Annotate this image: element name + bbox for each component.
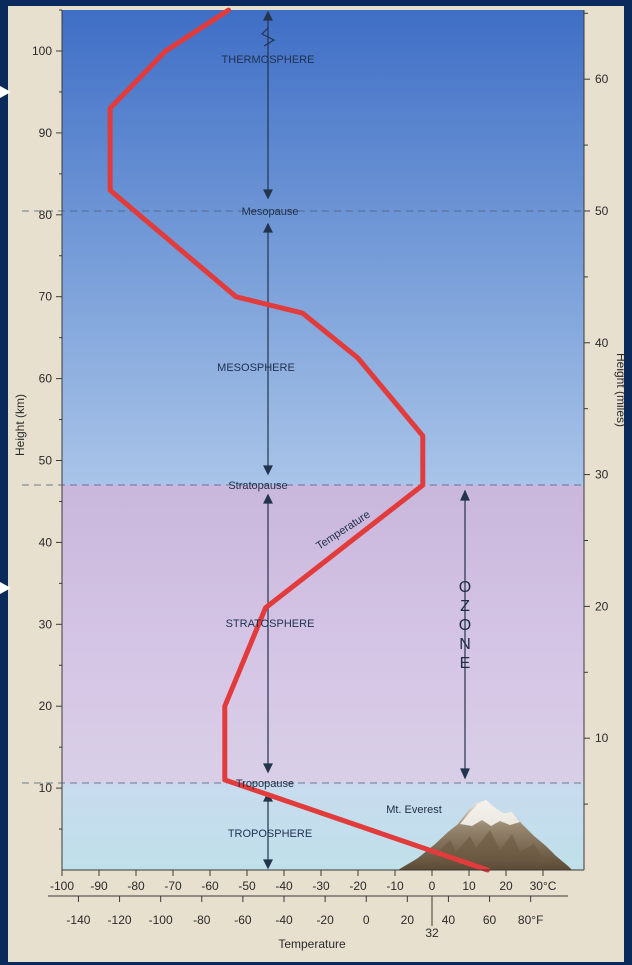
x-fahrenheit-tick-label: -80 xyxy=(193,913,211,927)
y-tick-label: 20 xyxy=(39,699,53,713)
pointer-arrow-icon xyxy=(0,86,11,98)
x-fahrenheit-tick-label: -100 xyxy=(149,913,173,927)
fahrenheit-ticks: -140 -120 -100 -80 -60 -40 -20 0 20 40 60 80°F xyxy=(66,896,543,927)
y-tick-label: 70 xyxy=(39,290,53,304)
stratopause-label: Stratopause xyxy=(228,480,287,492)
tropopause-label: Tropopause xyxy=(236,778,294,790)
thermosphere-label: THERMOSPHERE xyxy=(222,54,315,66)
axes xyxy=(48,10,585,897)
plot-area xyxy=(62,10,584,870)
x-celsius-tick-label: 20 xyxy=(499,879,513,893)
mesopause-label: Mesopause xyxy=(242,206,299,218)
y-tick-label: 30 xyxy=(39,617,53,631)
x-fahrenheit-tick-label: -60 xyxy=(234,913,252,927)
ozone-letter: O xyxy=(459,579,471,596)
celsius-ticks: -100 -90 -80 -70 -60 -50 -40 -30 -20 -10 0 10 20 30°C xyxy=(50,870,557,893)
x-celsius-tick-label: 0 xyxy=(429,879,436,893)
y-tick-label: 80 xyxy=(39,208,53,222)
left-km-ticks: 10 20 30 40 50 60 70 80 90 100 xyxy=(32,9,62,830)
x-celsius-tick-label: -60 xyxy=(201,879,219,893)
x-celsius-tick-label: -80 xyxy=(127,879,145,893)
x-fahrenheit-tick-label: -40 xyxy=(275,913,293,927)
x-celsius-tick-label: -100 xyxy=(50,879,74,893)
y-tick-label: 90 xyxy=(39,126,53,140)
y-tick-label: 60 xyxy=(39,372,53,386)
x-celsius-tick-label: -90 xyxy=(90,879,108,893)
y-right-tick-label: 50 xyxy=(595,204,609,218)
stratosphere-label: STRATOSPHERE xyxy=(226,618,315,630)
boundary-lines xyxy=(22,210,584,784)
x-fahrenheit-tick-label: 80°F xyxy=(518,913,543,927)
ozone-letter: N xyxy=(459,636,471,653)
x-celsius-tick-label: -10 xyxy=(386,879,404,893)
ozone-arrow xyxy=(460,489,470,780)
right-miles-ticks: 10 20 30 40 50 60 xyxy=(584,12,609,805)
fahrenheit-extra-label: 32 xyxy=(425,926,439,940)
x-fahrenheit-tick-label: 0 xyxy=(363,913,370,927)
mesosphere-label: MESOSPHERE xyxy=(217,362,295,374)
everest-label: Mt. Everest xyxy=(386,804,442,816)
x-celsius-tick-label: -40 xyxy=(275,879,293,893)
x-celsius-tick-label: -30 xyxy=(312,879,330,893)
ozone-letter: O xyxy=(459,617,471,634)
y-tick-label: 10 xyxy=(39,781,53,795)
y-tick-label: 50 xyxy=(39,454,53,468)
troposphere-label: TROPOSPHERE xyxy=(228,828,312,840)
upper-atmosphere-band xyxy=(62,10,584,485)
x-fahrenheit-tick-label: -20 xyxy=(316,913,334,927)
x-celsius-tick-label: -50 xyxy=(238,879,256,893)
layer-arrows xyxy=(260,10,276,870)
x-axis-label: Temperature xyxy=(278,937,346,951)
stratosphere-band xyxy=(62,485,584,783)
y-right-tick-label: 60 xyxy=(595,72,609,86)
y-axis-left-label: Height (km) xyxy=(13,394,27,456)
y-right-tick-label: 30 xyxy=(595,468,609,482)
x-celsius-tick-label: 10 xyxy=(462,879,476,893)
y-right-tick-label: 10 xyxy=(595,731,609,745)
y-tick-label: 100 xyxy=(32,44,52,58)
x-celsius-tick-label: 30°C xyxy=(530,879,557,893)
y-right-tick-label: 20 xyxy=(595,599,609,613)
x-celsius-tick-label: -20 xyxy=(349,879,367,893)
temperature-series-line xyxy=(107,7,490,873)
pointer-arrow-icon xyxy=(0,582,11,594)
ozone-letter: Z xyxy=(460,598,470,615)
x-celsius-tick-label: -70 xyxy=(164,879,182,893)
x-fahrenheit-tick-label: -140 xyxy=(66,913,90,927)
x-fahrenheit-tick-label: 20 xyxy=(401,913,415,927)
y-tick-label: 40 xyxy=(39,535,53,549)
x-fahrenheit-tick-label: 40 xyxy=(442,913,456,927)
x-fahrenheit-tick-label: -120 xyxy=(108,913,132,927)
y-axis-right-label: Height (miles) xyxy=(614,353,628,427)
x-fahrenheit-tick-label: 60 xyxy=(483,913,497,927)
y-right-tick-label: 40 xyxy=(595,336,609,350)
ozone-letter: E xyxy=(460,655,471,672)
